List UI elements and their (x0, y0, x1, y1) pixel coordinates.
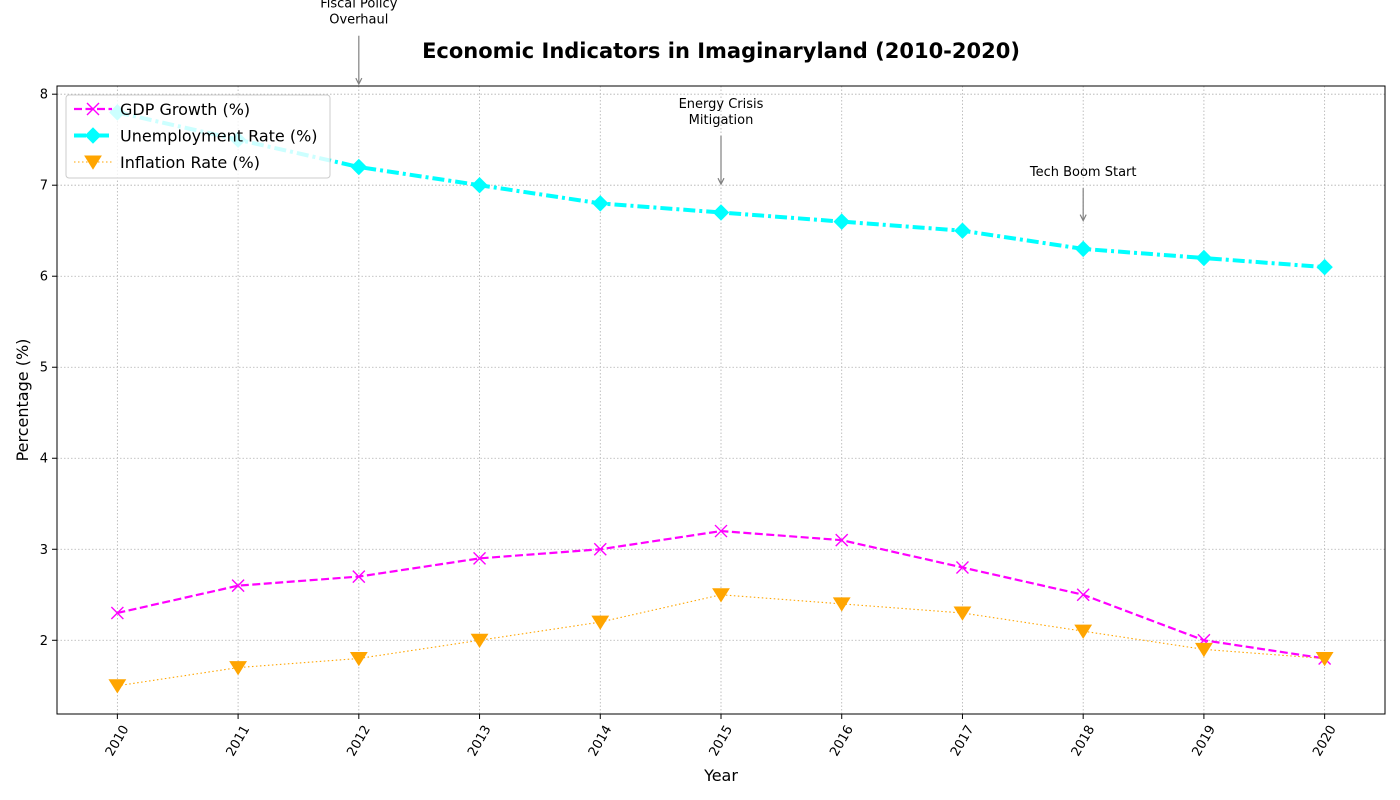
x-tick-label: 2013 (465, 723, 495, 759)
data-point (835, 533, 849, 547)
series-line (116, 110, 1325, 270)
marker-stroke (110, 606, 124, 620)
legend-label: Inflation Rate (%) (120, 153, 260, 172)
data-point (593, 542, 607, 556)
data-point (955, 560, 969, 574)
x-tick-label: 2018 (1069, 723, 1099, 759)
data-point (108, 679, 127, 694)
x-tick-label: 2011 (224, 723, 254, 759)
data-point (229, 661, 247, 676)
y-axis-label: Percentage (%) (13, 339, 32, 462)
data-point (349, 651, 368, 667)
x-tick-label: 2016 (827, 723, 857, 759)
marker-stroke (86, 102, 100, 116)
data-point (350, 158, 368, 176)
data-point (1316, 258, 1333, 276)
data-point (1195, 642, 1213, 658)
legend: GDP Growth (%) Unemployment Rate (%) Infla… (65, 94, 331, 179)
legend-entry: Inflation Rate (%) (74, 153, 260, 172)
y-tick-label: 2 (40, 634, 48, 649)
x-tick-label: 2017 (948, 723, 978, 759)
x-axis-label: Year (703, 766, 738, 785)
series-0 (110, 524, 1332, 665)
marker-stroke (835, 533, 849, 547)
data-point (1195, 249, 1213, 267)
annotation-text: Fiscal Policy (320, 0, 397, 12)
data-point (471, 176, 488, 194)
data-point (470, 633, 489, 649)
data-point (1315, 651, 1334, 667)
legend-marker (86, 102, 100, 116)
data-point (592, 195, 609, 212)
marker-stroke (593, 542, 607, 556)
data-point (231, 579, 245, 593)
data-point (712, 588, 730, 603)
legend-marker (84, 127, 102, 144)
x-tick-label: 2014 (586, 723, 616, 759)
x-tick-label: 2019 (1189, 723, 1219, 759)
x-tick-label: 2010 (103, 723, 133, 759)
marker-stroke (714, 524, 728, 538)
x-tick-label: 2012 (344, 723, 374, 759)
data-point (833, 213, 850, 230)
legend-label: Unemployment Rate (%) (120, 127, 318, 146)
y-tick-label: 6 (40, 270, 48, 285)
marker-stroke (955, 560, 969, 574)
data-point (1074, 624, 1093, 639)
x-tick-label: 2015 (707, 723, 737, 759)
y-tick-label: 7 (40, 179, 48, 194)
series-line (117, 594, 1325, 687)
annotation-arrowhead (1079, 214, 1087, 222)
legend-entry: Unemployment Rate (%) (74, 127, 318, 146)
data-point (110, 606, 124, 620)
data-point (1076, 588, 1090, 602)
legend-box (65, 94, 331, 179)
annotation-arrowhead (355, 77, 363, 86)
annotation-text: Mitigation (689, 113, 754, 128)
marker-stroke (473, 551, 487, 565)
grid-lines (57, 86, 1385, 714)
data-point (1074, 240, 1092, 258)
legend-label: GDP Growth (%) (120, 100, 250, 119)
y-tick-label: 8 (40, 88, 48, 103)
annotation-2: Tech Boom Start (1029, 165, 1137, 222)
data-point (591, 615, 610, 630)
data-point (954, 222, 971, 239)
x-tick-label: 2020 (1310, 723, 1340, 759)
data-point (473, 551, 487, 565)
series-2 (108, 588, 1334, 694)
marker-stroke (231, 579, 245, 593)
data-point (832, 597, 851, 612)
data-point (352, 570, 366, 584)
series-layer (108, 104, 1334, 694)
marker-stroke (1076, 588, 1090, 602)
marker-stroke (352, 570, 366, 584)
chart-title: Economic Indicators in Imaginaryland (20… (422, 39, 1020, 63)
y-tick-label: 5 (40, 361, 48, 376)
annotation-text: Tech Boom Start (1029, 165, 1137, 180)
legend-marker (84, 155, 102, 170)
y-tick-label: 4 (40, 452, 48, 467)
y-tick-label: 3 (40, 543, 48, 558)
annotation-arrowhead (717, 177, 725, 186)
data-point (953, 606, 972, 621)
data-point (714, 524, 728, 538)
data-point (712, 204, 730, 221)
annotation-text: Overhaul (329, 13, 388, 28)
legend-entry: GDP Growth (%) (74, 100, 250, 119)
axes: 2010 2011 2012 2013 2014 2015 2016 2017 2018 2019… (40, 85, 1386, 759)
annotation-text: Energy Crisis (679, 97, 764, 112)
